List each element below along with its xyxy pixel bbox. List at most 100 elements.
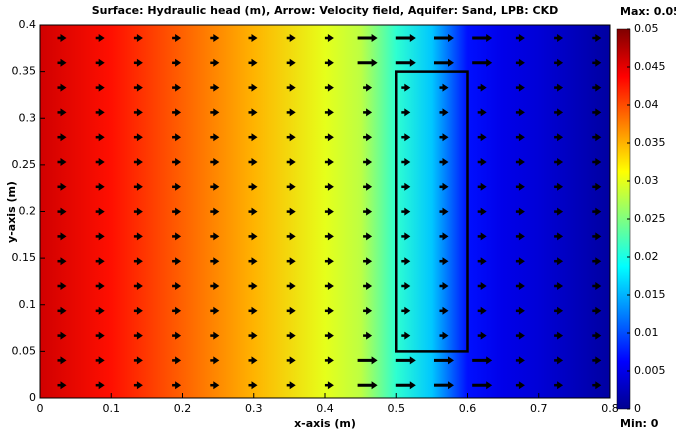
arrow-head — [327, 306, 334, 315]
arrow-head — [98, 356, 105, 365]
arrow-head — [448, 356, 454, 365]
max-label: Max: 0.0500 — [620, 5, 676, 18]
arrow-head — [60, 356, 67, 365]
arrow-head — [518, 356, 525, 365]
arrow-head — [136, 306, 143, 315]
y-tick-label: 0.35 — [12, 65, 37, 78]
arrow-head — [366, 207, 373, 216]
y-tick-label: 0.15 — [12, 251, 37, 264]
arrow-head — [442, 257, 449, 266]
arrow-head — [175, 257, 182, 266]
arrow-head — [60, 133, 67, 142]
arrow-head — [518, 232, 525, 241]
arrow-head — [213, 108, 220, 117]
y-tick-label: 0.25 — [12, 158, 37, 171]
arrow-head — [251, 83, 258, 92]
arrow-head — [595, 133, 602, 142]
arrow-head — [327, 207, 334, 216]
arrow-head — [327, 182, 334, 191]
arrow-head — [366, 182, 373, 191]
arrow-head — [175, 356, 182, 365]
arrow-head — [289, 133, 296, 142]
arrow-head — [409, 34, 416, 42]
x-tick-label: 0.4 — [316, 402, 334, 415]
arrow-head — [557, 381, 564, 390]
arrow-head — [448, 58, 454, 67]
arrow-head — [595, 108, 602, 117]
arrow-head — [327, 381, 334, 390]
arrow-head — [442, 182, 449, 191]
arrow-head — [213, 158, 220, 166]
arrow-head — [557, 306, 564, 315]
arrow-head — [518, 58, 525, 67]
x-tick-label: 0.3 — [245, 402, 263, 415]
arrow-head — [327, 83, 334, 92]
arrow-head — [213, 34, 220, 42]
arrow-head — [327, 58, 334, 67]
arrow-head — [480, 257, 487, 266]
arrow-head — [136, 331, 143, 340]
arrow-head — [557, 34, 564, 42]
arrow-head — [366, 232, 373, 241]
arrow-head — [557, 257, 564, 266]
arrow-head — [251, 257, 258, 266]
x-axis-label: x-axis (m) — [294, 417, 356, 430]
arrow-head — [60, 182, 67, 191]
arrow-head — [480, 331, 487, 340]
arrow-head — [327, 331, 334, 340]
arrow-head — [480, 158, 487, 166]
arrow-head — [251, 34, 258, 42]
arrow-head — [327, 356, 334, 365]
arrow-head — [289, 331, 296, 340]
arrow-head — [98, 381, 105, 390]
arrow-head — [98, 306, 105, 315]
arrow-head — [486, 381, 493, 390]
colorbar-tick-label: 0.035 — [634, 136, 666, 149]
arrow-head — [480, 133, 487, 142]
arrow-head — [442, 108, 449, 117]
arrow-head — [98, 207, 105, 216]
arrow-head — [518, 133, 525, 142]
arrow-head — [175, 108, 182, 117]
x-tick-label: 0.7 — [530, 402, 548, 415]
colorbar-tick-label: 0.005 — [634, 364, 666, 377]
arrow-head — [327, 133, 334, 142]
arrow-head — [98, 282, 105, 290]
arrow-head — [136, 58, 143, 67]
arrow-head — [60, 207, 67, 216]
arrow-head — [60, 381, 67, 390]
arrow-head — [371, 34, 378, 42]
arrow-head — [448, 381, 454, 390]
arrow-head — [136, 83, 143, 92]
arrow-head — [518, 381, 525, 390]
arrow-head — [595, 232, 602, 241]
arrow-head — [404, 257, 411, 266]
arrow-head — [404, 232, 411, 241]
arrow-head — [175, 306, 182, 315]
arrow-head — [404, 207, 411, 216]
arrow-head — [595, 381, 602, 390]
x-tick-label: 0.2 — [174, 402, 192, 415]
arrow-head — [60, 306, 67, 315]
arrow-head — [213, 207, 220, 216]
arrow-head — [518, 207, 525, 216]
arrow-head — [557, 182, 564, 191]
chart-title: Surface: Hydraulic head (m), Arrow: Velo… — [92, 4, 559, 17]
arrow-head — [595, 257, 602, 266]
x-tick-label: 0.1 — [103, 402, 121, 415]
arrow-head — [251, 108, 258, 117]
arrow-head — [595, 282, 602, 290]
arrow-head — [442, 232, 449, 241]
arrow-head — [289, 381, 296, 390]
y-tick-label: 0.3 — [19, 111, 37, 124]
arrow-head — [327, 282, 334, 290]
arrow-head — [289, 108, 296, 117]
arrow-head — [557, 158, 564, 166]
arrow-head — [251, 306, 258, 315]
arrow-head — [480, 108, 487, 117]
lpb-region — [395, 70, 469, 353]
arrow-head — [595, 306, 602, 315]
arrow-head — [289, 257, 296, 266]
colorbar-tick-label: 0.05 — [634, 22, 659, 35]
arrow-head — [557, 58, 564, 67]
